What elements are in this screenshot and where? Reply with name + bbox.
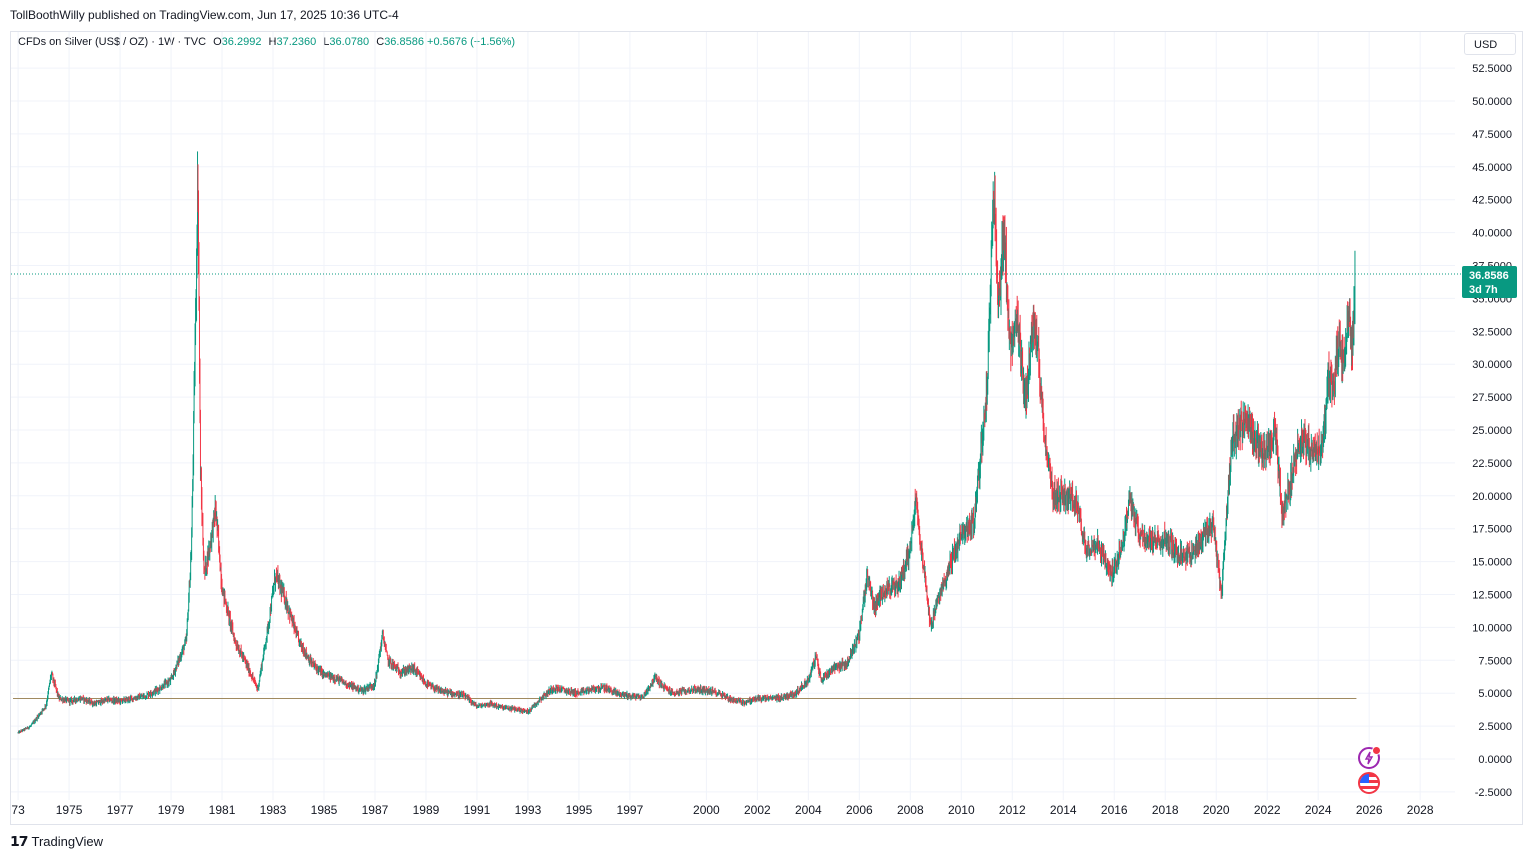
low-value: 36.0780 bbox=[329, 36, 370, 48]
currency-button[interactable]: USD bbox=[1464, 33, 1516, 55]
symbol-title[interactable]: CFDs on Silver (US$ / OZ) · 1W · TVC bbox=[18, 36, 207, 48]
open-label: O bbox=[213, 36, 222, 48]
high-label: H bbox=[268, 36, 277, 48]
chart-frame bbox=[10, 31, 1523, 825]
us-flag-event-icon[interactable] bbox=[1358, 772, 1380, 794]
change-value: +0.5676 (+1.56%) bbox=[427, 36, 516, 48]
tradingview-footer[interactable]: 𝟭𝟳 TradingView bbox=[10, 833, 103, 850]
brand-name: TradingView bbox=[31, 834, 104, 849]
high-value: 37.2360 bbox=[276, 36, 317, 48]
symbol-legend: CFDs on Silver (US$ / OZ) · 1W · TVC O36… bbox=[18, 36, 515, 48]
close-label: C bbox=[376, 36, 385, 48]
open-value: 36.2992 bbox=[221, 36, 262, 48]
tradingview-logo-icon: 𝟭𝟳 bbox=[10, 833, 29, 849]
lightning-event-icon[interactable] bbox=[1358, 746, 1381, 769]
bar-countdown: 3d 7h bbox=[1469, 284, 1498, 296]
publisher-caption: TollBoothWilly published on TradingView.… bbox=[10, 8, 399, 22]
last-price-tag: 36.8586 3d 7h bbox=[1462, 266, 1517, 298]
close-value: 36.8586 bbox=[384, 36, 424, 48]
low-label: L bbox=[323, 36, 330, 48]
last-price-value: 36.8586 bbox=[1469, 270, 1509, 282]
